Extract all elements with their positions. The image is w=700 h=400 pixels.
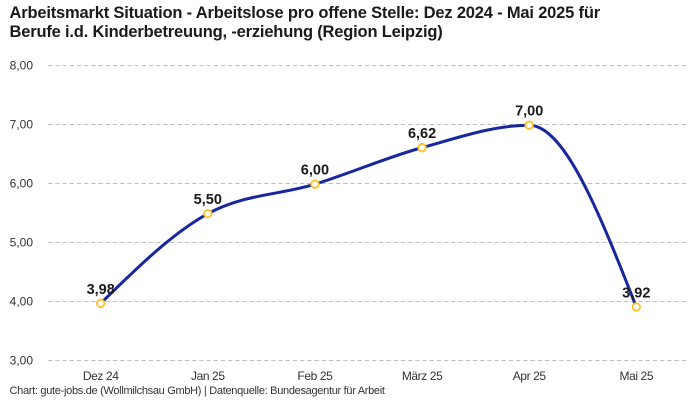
svg-text:5,50: 5,50 [194, 192, 222, 208]
svg-text:5,00: 5,00 [10, 236, 34, 250]
svg-text:März 25: März 25 [402, 369, 443, 383]
svg-text:Apr 25: Apr 25 [513, 369, 547, 383]
svg-text:3,98: 3,98 [87, 282, 115, 298]
svg-text:Dez 24: Dez 24 [83, 369, 119, 383]
svg-text:Feb 25: Feb 25 [297, 369, 333, 383]
svg-text:4,00: 4,00 [10, 295, 34, 309]
svg-text:3,00: 3,00 [10, 354, 34, 368]
svg-text:7,00: 7,00 [10, 118, 34, 132]
svg-text:8,00: 8,00 [10, 59, 34, 73]
svg-text:6,62: 6,62 [408, 126, 436, 142]
svg-text:3,92: 3,92 [622, 285, 650, 301]
svg-text:6,00: 6,00 [10, 177, 34, 191]
svg-text:Jan 25: Jan 25 [191, 369, 225, 383]
svg-text:6,00: 6,00 [301, 163, 329, 179]
svg-text:7,00: 7,00 [515, 104, 543, 120]
svg-text:Mai 25: Mai 25 [619, 369, 653, 383]
